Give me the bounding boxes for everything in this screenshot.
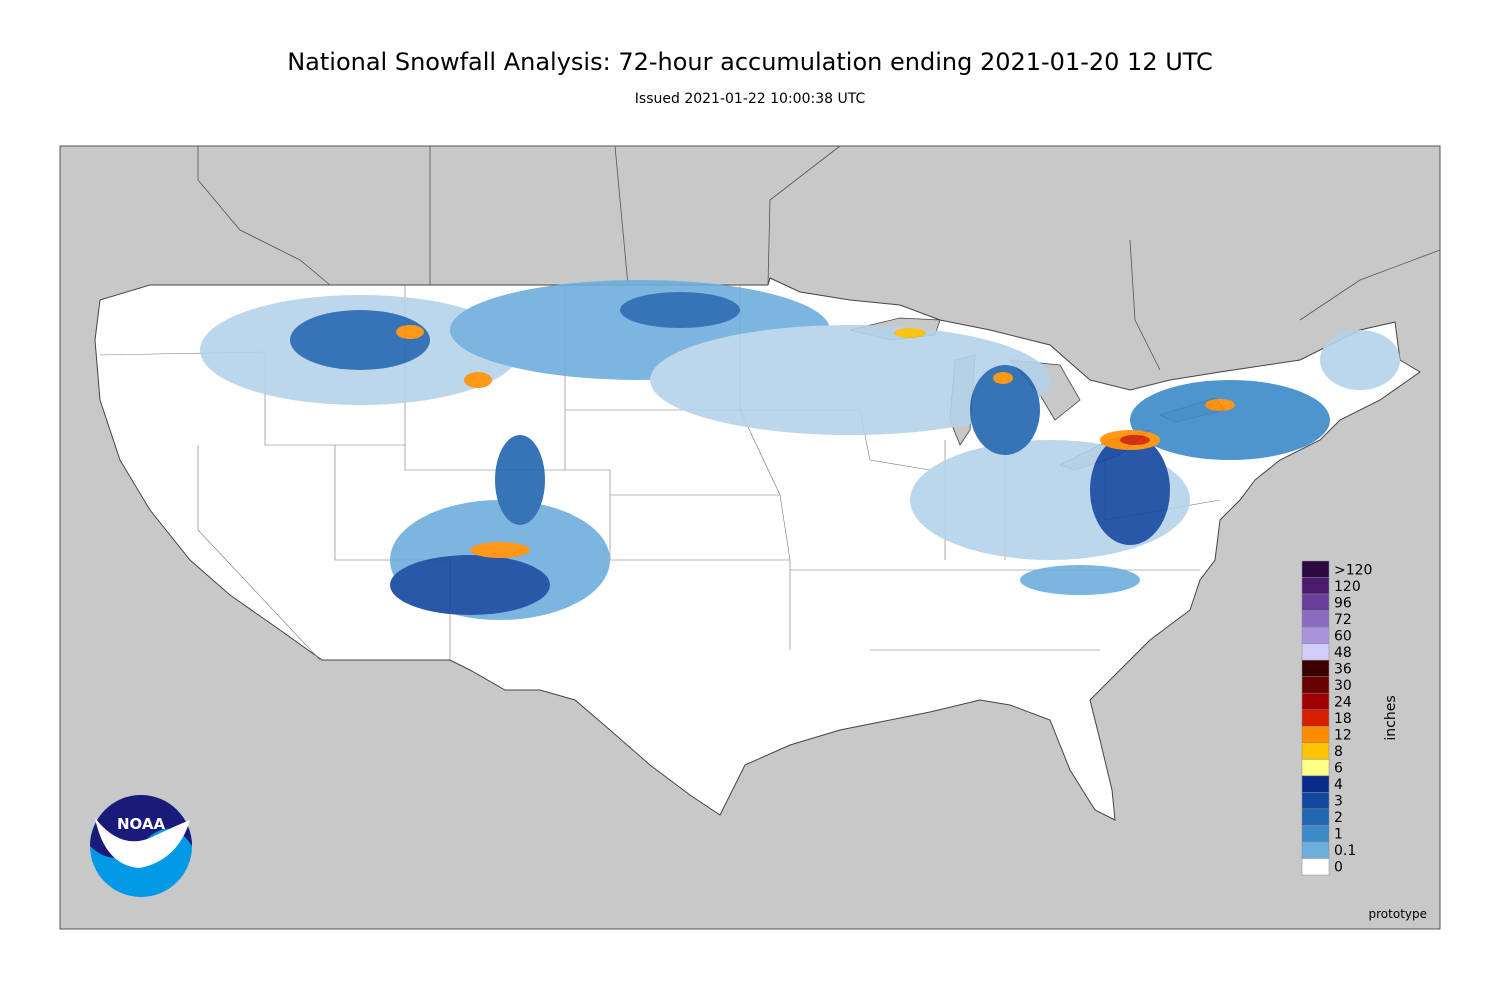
legend-label: 2	[1334, 810, 1343, 826]
snow-area	[390, 555, 550, 615]
legend-swatch	[1301, 742, 1330, 760]
prototype-note: prototype	[1369, 907, 1427, 921]
legend-swatch	[1301, 841, 1330, 859]
legend-label: 1	[1334, 827, 1343, 843]
legend-swatch	[1301, 643, 1330, 661]
legend-swatch	[1301, 726, 1330, 744]
boundary	[1299, 249, 1441, 321]
legend-label: 96	[1334, 595, 1352, 611]
map-subtitle: Issued 2021-01-22 10:00:38 UTC	[635, 91, 866, 107]
map-title: National Snowfall Analysis: 72-hour accu…	[287, 48, 1213, 76]
legend-label: 120	[1334, 579, 1361, 595]
boundary	[1129, 239, 1161, 371]
legend-swatch	[1301, 560, 1330, 578]
legend-swatch	[1301, 825, 1330, 843]
snow-area	[470, 542, 530, 558]
boundary	[197, 146, 331, 286]
noaa-logo: NOAA	[90, 795, 192, 897]
legend-label: 3	[1334, 794, 1343, 810]
legend-swatch	[1301, 610, 1330, 628]
legend-label: 48	[1334, 645, 1352, 661]
legend-swatch	[1301, 792, 1330, 810]
legend-label: 4	[1334, 777, 1343, 793]
snow-area	[1020, 565, 1140, 595]
map-frame: prototype	[59, 145, 1441, 930]
snowfall-field	[200, 280, 1400, 620]
legend-label: 60	[1334, 628, 1352, 644]
snow-area	[464, 372, 492, 388]
snow-area	[290, 310, 430, 370]
legend-label: 6	[1334, 761, 1343, 777]
legend-swatch	[1301, 659, 1330, 677]
boundary	[767, 145, 841, 286]
snow-area	[970, 365, 1040, 455]
legend-swatch	[1301, 858, 1330, 876]
legend-label: 0.1	[1334, 843, 1356, 859]
legend-swatch	[1301, 626, 1330, 644]
snow-area	[1090, 435, 1170, 545]
logo-bird	[95, 818, 190, 868]
legend-label: 18	[1334, 711, 1352, 727]
snow-area	[1130, 380, 1330, 460]
legend-swatch	[1301, 676, 1330, 694]
snow-area	[495, 435, 545, 525]
legend-swatch	[1301, 759, 1330, 777]
snow-area	[993, 372, 1013, 384]
boundaries	[197, 145, 1441, 371]
boundary	[614, 145, 629, 286]
legend-swatch	[1301, 593, 1330, 611]
legend-label: >120	[1334, 562, 1372, 578]
legend-label: 36	[1334, 661, 1352, 677]
color-legend: inches >1201209672604836302418128643210.…	[1301, 560, 1399, 876]
legend-swatch	[1301, 775, 1330, 793]
usa-land	[94, 277, 1421, 821]
legend-label: 72	[1334, 612, 1352, 628]
legend-label: 0	[1334, 860, 1343, 876]
snow-area	[650, 325, 1050, 435]
legend-swatch	[1301, 692, 1330, 710]
snow-area	[1320, 330, 1400, 390]
snow-area	[396, 325, 424, 339]
legend-label: 30	[1334, 678, 1352, 694]
legend-swatch	[1301, 709, 1330, 727]
legend-unit: inches	[1383, 695, 1399, 740]
snow-area	[894, 328, 926, 338]
snow-area	[620, 292, 740, 328]
legend-label: 8	[1334, 744, 1343, 760]
snow-area	[1120, 435, 1150, 445]
logo-text: NOAA	[117, 815, 166, 833]
snow-area	[1205, 399, 1235, 411]
legend-label: 12	[1334, 728, 1352, 744]
legend-swatch	[1301, 808, 1330, 826]
legend-swatch	[1301, 577, 1330, 595]
legend-label: 24	[1334, 694, 1352, 710]
